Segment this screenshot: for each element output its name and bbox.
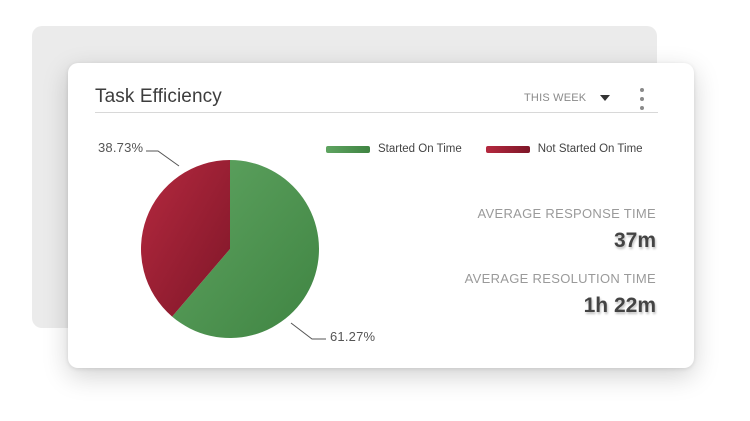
resolution-time-value: 1h 22m (583, 294, 656, 317)
slice-label-not-started: 38.73% (98, 140, 144, 155)
resolution-time-label: AVERAGE RESOLUTION TIME (464, 271, 656, 286)
slice-label-started: 61.27% (330, 329, 376, 344)
legend-swatch-not-started (485, 145, 530, 153)
task-efficiency-widget: Task Efficiency THIS WEEK 61.27% 38.73% … (68, 63, 694, 368)
legend-swatch-started (326, 145, 370, 153)
legend-label-started: Started On Time (378, 143, 462, 155)
caret-down-icon (600, 95, 611, 101)
period-label: THIS WEEK (524, 92, 587, 104)
leader-line-not-started (146, 150, 180, 167)
legend-label-not-started: Not Started On Time (537, 143, 643, 155)
legend-item-not-started: Not Started On Time (485, 143, 643, 155)
response-time-label: AVERAGE RESPONSE TIME (477, 206, 656, 221)
pie-slice-started (172, 160, 320, 339)
more-vertical-icon[interactable] (637, 88, 647, 110)
period-dropdown[interactable]: THIS WEEK (524, 92, 611, 104)
response-time-value: 37m (613, 229, 656, 252)
widget-title: Task Efficiency (95, 86, 222, 107)
chart-legend: Started On Time Not Started On Time (326, 143, 667, 155)
leader-line-started (290, 322, 326, 340)
legend-item-started: Started On Time (326, 143, 462, 155)
title-divider (95, 112, 658, 113)
pie-slice-not-started (141, 160, 230, 317)
pie-chart (141, 150, 326, 340)
